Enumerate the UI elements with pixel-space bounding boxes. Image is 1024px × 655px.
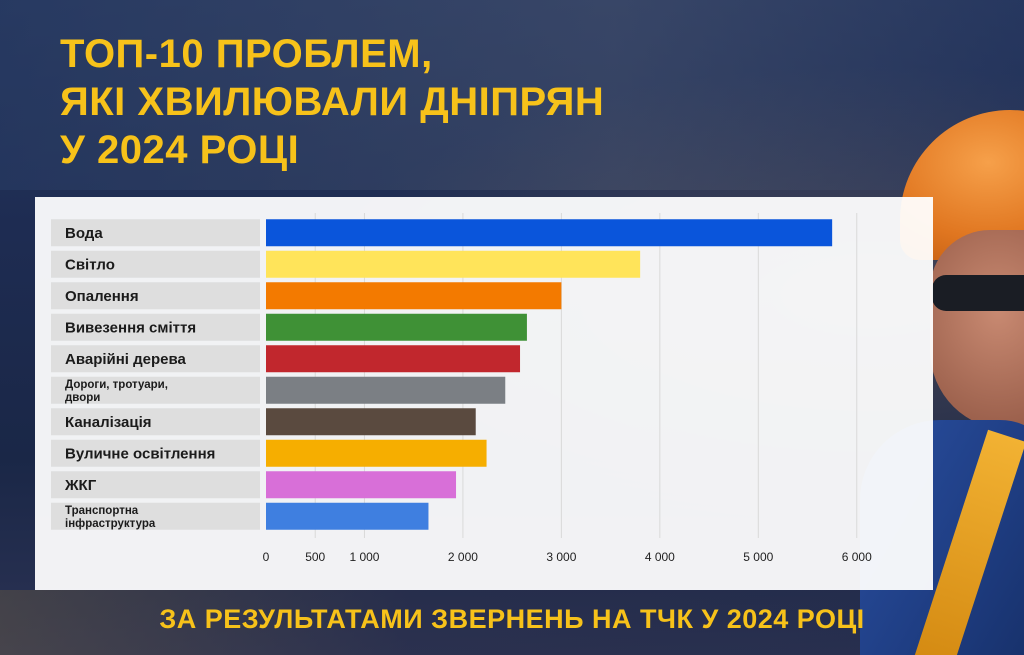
category-label-9-line-0: Транспортна [65,505,139,517]
category-label-8: ЖКГ [64,477,97,494]
x-tick-label-0: 0 [263,550,270,564]
category-label-7: Вуличне освітлення [65,445,215,462]
bar-6 [266,408,476,436]
background-photo-top [0,0,1024,190]
title-line-3: У 2024 РОЦІ [60,128,300,172]
page-title: ТОП-10 ПРОБЛЕМ, ЯКІ ХВИЛЮВАЛИ ДНІПРЯН У … [60,30,604,174]
x-tick-label-7: 6 000 [842,550,872,564]
x-tick-label-1: 500 [305,550,325,564]
x-tick-label-3: 2 000 [448,550,478,564]
bar-4 [266,345,521,373]
category-label-3: Вивезення сміття [65,319,196,336]
category-label-bg-5 [51,376,260,404]
category-label-5-line-1: двори [65,392,100,404]
category-label-bg-3 [51,313,260,341]
category-label-bg-8 [51,471,260,499]
x-tick-label-2: 1 000 [349,550,379,564]
bar-1 [266,250,641,278]
background-photo-bottom [0,590,1024,655]
category-label-bg-7 [51,439,260,467]
category-label-9-line-1: інфраструктура [65,518,156,530]
title-line-1: ТОП-10 ПРОБЛЕМ, [60,32,433,76]
category-label-1: Світло [65,256,115,273]
category-label-bg-9 [51,502,260,530]
category-label-bg-1 [51,250,260,278]
category-label-bg-6 [51,408,260,436]
category-label-bg-4 [51,345,260,373]
category-label-0: Вода [65,225,103,242]
category-label-5-line-0: Дороги, тротуари, [65,379,168,391]
title-line-2: ЯКІ ХВИЛЮВАЛИ ДНІПРЯН [60,80,605,124]
category-label-2: Опалення [65,288,139,305]
bar-7 [266,439,487,467]
category-label-6: Каналізація [65,414,152,431]
chart-panel: Вода Світло Опалення Вивезення сміття Аварій… [35,197,933,590]
bar-3 [266,313,527,341]
category-label-bg-2 [51,282,260,310]
bar-2 [266,282,562,310]
x-tick-label-6: 5 000 [743,550,773,564]
x-tick-label-5: 4 000 [645,550,675,564]
bar-9 [266,502,429,530]
footer-caption: ЗА РЕЗУЛЬТАТАМИ ЗВЕРНЕНЬ НА ТЧК У 2024 Р… [159,604,865,634]
category-label-4: Аварійні дерева [65,351,187,368]
bar-5 [266,376,506,404]
x-tick-label-4: 3 000 [546,550,576,564]
bar-0 [266,219,833,247]
face-shape [930,230,1024,430]
bar-chart: Вода Світло Опалення Вивезення сміття Аварій… [51,213,872,564]
sunglasses-shape [932,275,1024,311]
category-label-bg-0 [51,219,260,247]
bar-8 [266,471,457,499]
